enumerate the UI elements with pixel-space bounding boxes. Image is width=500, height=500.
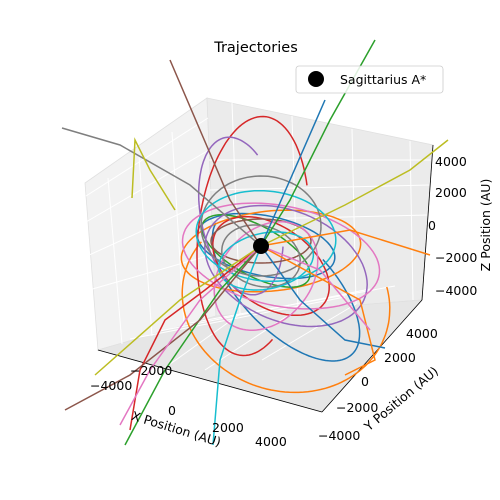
axis-line <box>421 144 434 301</box>
legend-marker <box>308 71 324 87</box>
axis-line <box>321 299 423 413</box>
trajectory-line <box>64 245 262 411</box>
trajectory-line <box>260 229 431 256</box>
trajectory-line <box>119 245 262 426</box>
gridline <box>144 313 241 383</box>
trajectory-line <box>181 202 381 310</box>
trajectory-line <box>197 136 284 296</box>
trajectory-line <box>260 99 326 247</box>
gridline <box>88 254 212 291</box>
y-tick-label: −4000 <box>318 428 360 443</box>
legend: Sagittarius A* <box>295 65 444 94</box>
z-axis-label: Z Position (AU) <box>478 179 493 272</box>
y-tick-label: 0 <box>361 374 369 389</box>
gridline <box>209 184 431 191</box>
sagittarius-a-marker <box>253 238 269 254</box>
trajectory-line <box>260 245 371 331</box>
x-tick-label: 2000 <box>212 420 244 435</box>
trajectory-line <box>94 245 262 376</box>
trajectory-line <box>196 115 308 357</box>
trajectory-line <box>180 209 362 293</box>
z-tick-label: 0 <box>428 218 436 233</box>
z-tick-label: 4000 <box>435 154 467 169</box>
trajectory-line <box>260 245 376 376</box>
trajectory-line <box>260 139 449 247</box>
gridline <box>138 155 153 337</box>
legend-label: Sagittarius A* <box>340 72 426 87</box>
gridline <box>107 177 123 345</box>
trajectory-line <box>129 245 262 431</box>
trajectory-line <box>212 245 262 446</box>
y-tick-label: 4000 <box>406 326 438 341</box>
x-tick-label: −2000 <box>130 363 172 378</box>
trajectory-line <box>221 224 301 288</box>
trajectory-line <box>61 127 262 247</box>
trajectory-line <box>169 59 262 247</box>
trajectory-line <box>124 245 262 446</box>
z-tick-label: 2000 <box>435 185 467 200</box>
trajectory-line <box>181 241 391 394</box>
y-tick-label: 2000 <box>384 350 416 365</box>
gridline <box>261 303 357 361</box>
z-tick-label: −2000 <box>435 250 477 265</box>
x-tick-label: −4000 <box>90 378 132 393</box>
x-axis-label: X Position (AU) <box>130 408 223 449</box>
trajectory-series <box>61 39 449 446</box>
axis-panes <box>84 97 434 413</box>
trajectory-line <box>217 231 315 291</box>
trajectory-line <box>260 245 386 349</box>
trajectory-line <box>200 175 322 277</box>
x-tick-label: 0 <box>168 403 176 418</box>
gridline <box>129 296 346 340</box>
gridline <box>85 117 209 197</box>
legend-box <box>295 65 444 94</box>
gridline <box>291 115 299 310</box>
trajectory-line <box>204 204 368 328</box>
chart-title: Trajectories <box>213 40 298 56</box>
axis-lines <box>97 144 434 413</box>
x-tick-label: 4000 <box>255 434 287 449</box>
gridline <box>85 149 210 223</box>
gridline <box>409 140 414 301</box>
gridline <box>86 199 211 257</box>
axis-line <box>97 349 323 413</box>
gridline <box>189 285 396 324</box>
back-pane <box>206 97 434 317</box>
trajectory-line <box>131 137 176 211</box>
z-tick-label: −4000 <box>435 283 477 298</box>
y-axis-label: Y Position (AU) <box>360 363 441 434</box>
y-tick-label: −2000 <box>336 400 378 415</box>
